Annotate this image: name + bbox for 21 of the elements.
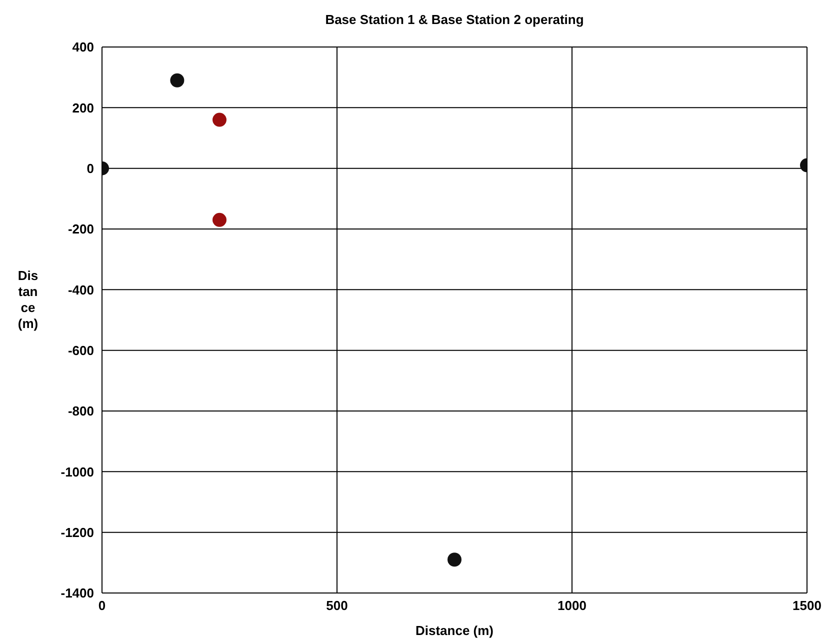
y-tick-label: 0 (86, 160, 94, 176)
point (212, 112, 226, 127)
y-tick-label: -1000 (60, 464, 94, 480)
chart-title: Base Station 1 & Base Station 2 operating (324, 12, 585, 27)
x-tick-label: 1000 (558, 598, 586, 614)
y-tick-label: 200 (72, 100, 94, 116)
x-axis-title: Distance (m) (415, 623, 494, 638)
y-tick-label: -600 (68, 342, 94, 358)
y-tick-label: -200 (68, 222, 94, 237)
y-tick-label: -1400 (60, 586, 94, 601)
x-tick-label: 500 (326, 598, 348, 614)
point (448, 552, 462, 567)
y-tick-label: -800 (68, 404, 94, 419)
point (170, 73, 184, 88)
y-tick-label: -400 (68, 282, 94, 298)
x-tick-label: 0 (98, 598, 106, 614)
y-axis-title: Distance (m) (16, 268, 40, 332)
y-tick-label: 400 (72, 40, 94, 55)
y-tick-label: -1200 (60, 524, 94, 540)
x-tick-label: 1500 (792, 598, 822, 614)
point (212, 212, 226, 227)
